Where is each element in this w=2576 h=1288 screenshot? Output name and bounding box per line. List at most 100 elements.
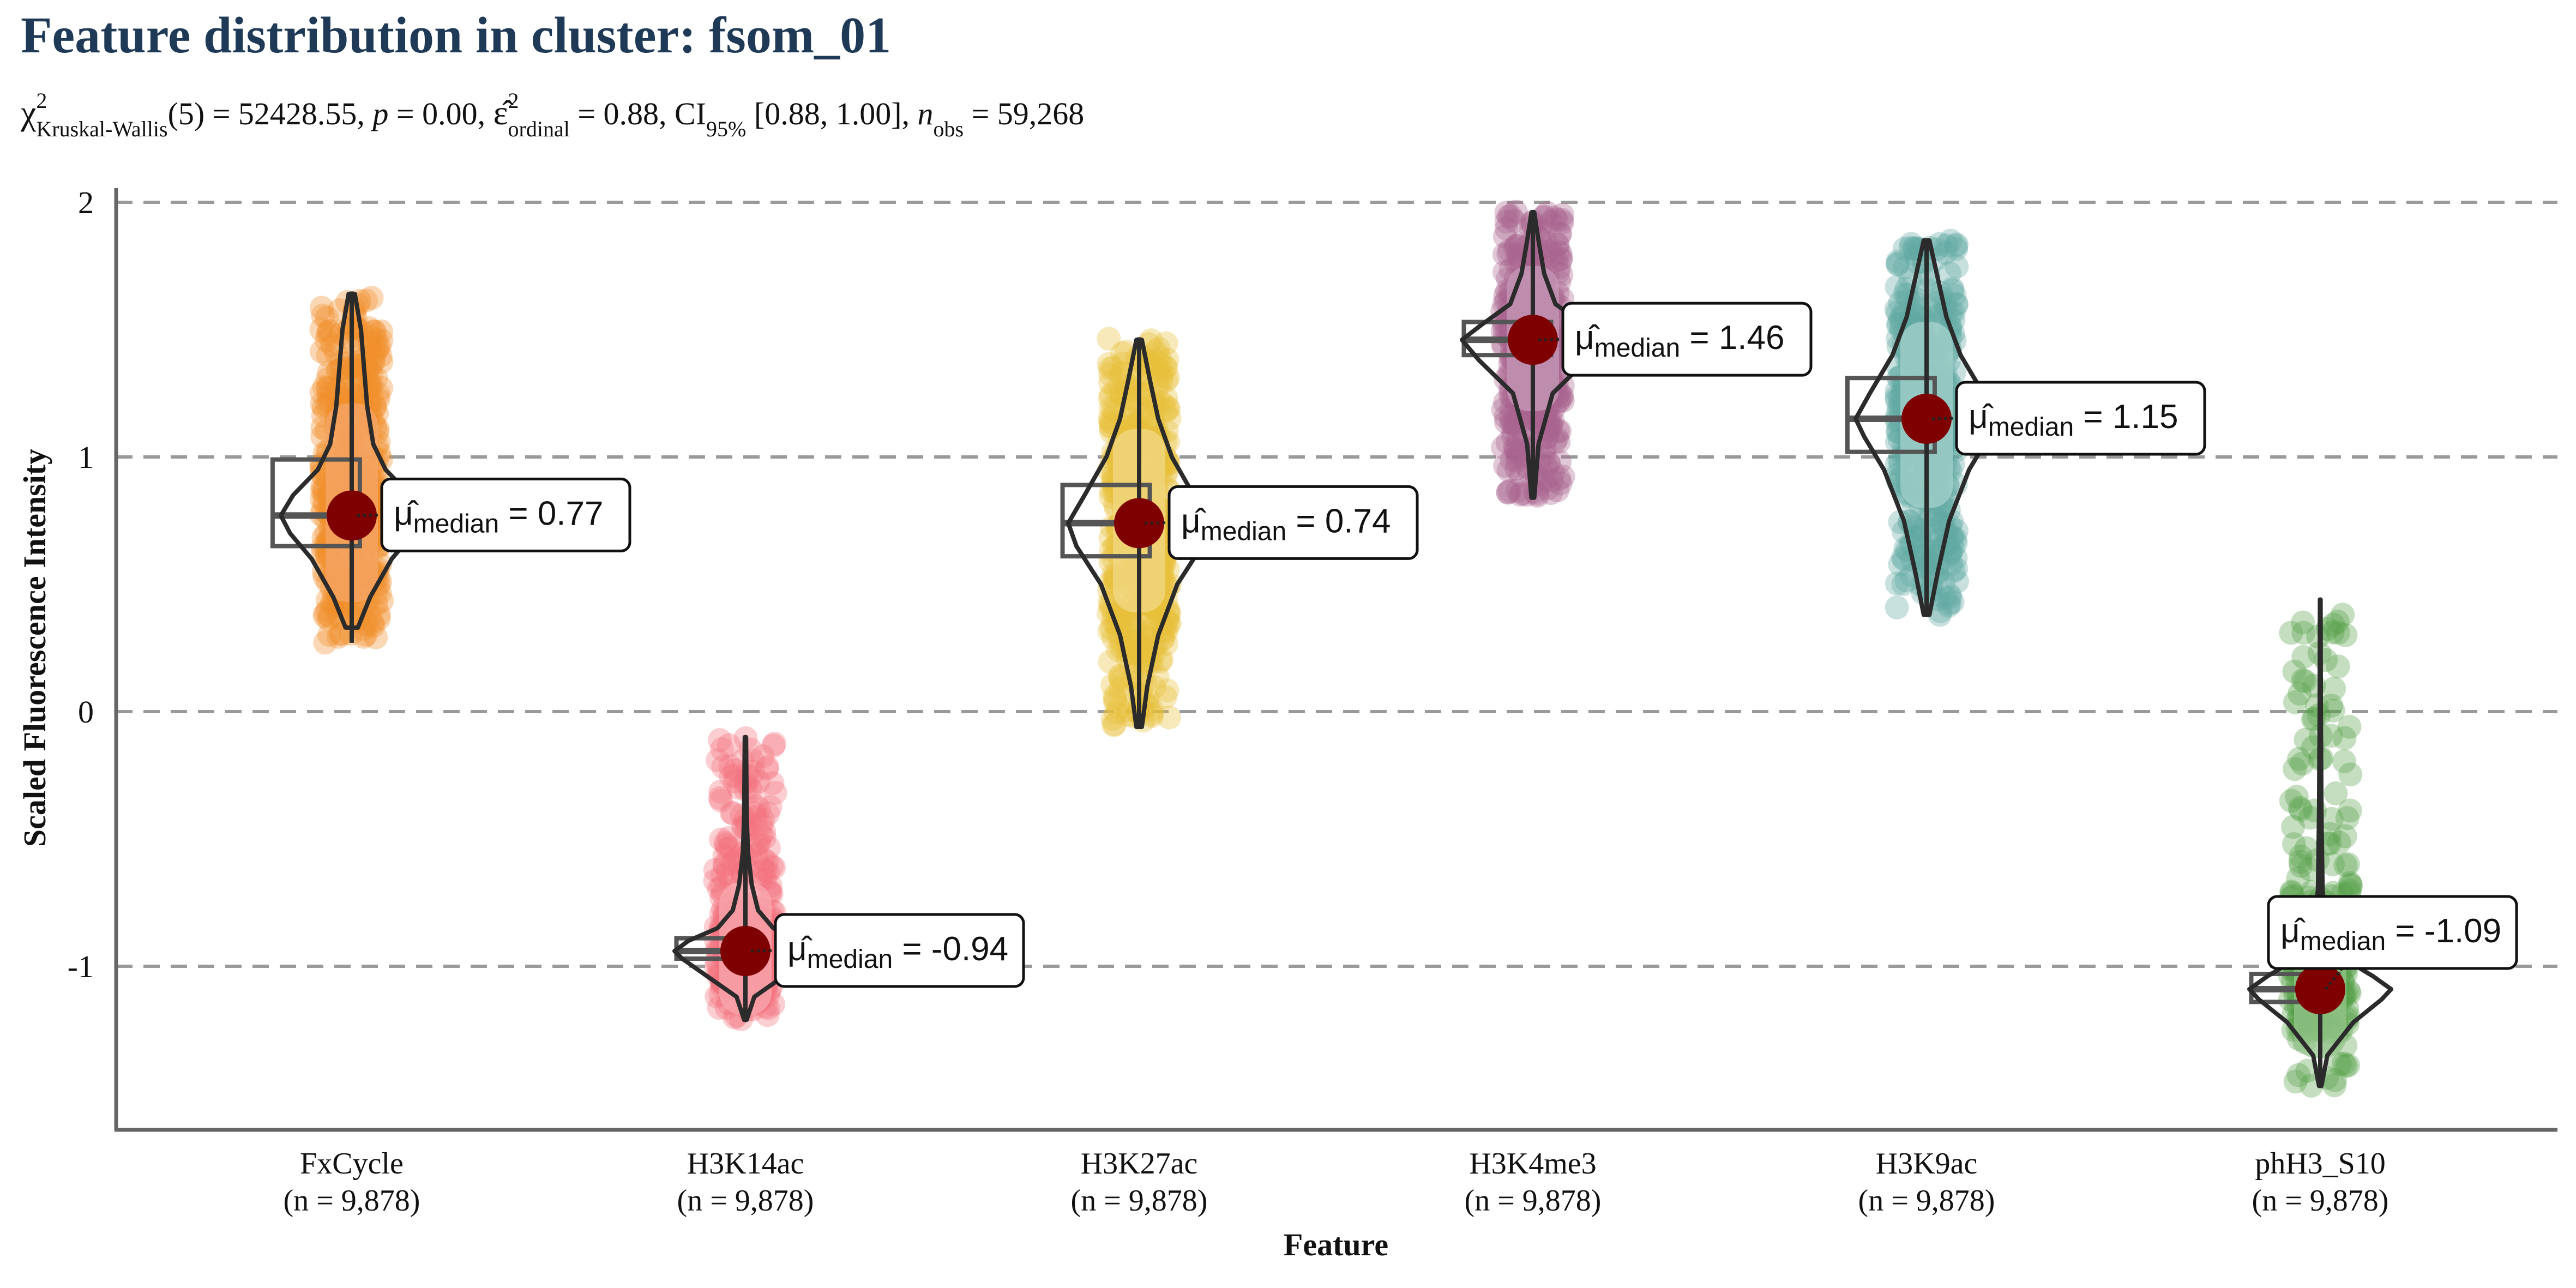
data-point [1934,233,1959,258]
data-point [1146,336,1171,361]
data-point [368,344,393,368]
median-marker-H3K14ac [720,925,771,976]
data-point [1938,585,1963,610]
data-point [1504,233,1528,258]
data-point [1536,476,1560,501]
data-point [2283,1069,2308,1094]
data-point [312,604,337,628]
data-point [756,859,780,884]
data-point [1540,460,1565,485]
data-point [2336,1053,2361,1078]
median-connector-H3K9ac [1931,417,1957,420]
data-point [719,765,743,789]
data-point [1492,224,1517,249]
median-eq: = 1.15 [2074,398,2178,436]
violin-phH3_S10 [2247,597,2393,1088]
data-point [1885,300,1910,325]
data-point [354,288,378,313]
data-point [1940,278,1965,303]
data-point [710,737,735,761]
median-label-box-H3K14ac [774,913,1025,988]
data-point [1517,233,1542,257]
y-tick-label-3: -1 [68,949,94,984]
data-point [1497,238,1522,263]
data-point [360,350,385,375]
data-point [1543,429,1567,454]
median-sub: median [2300,927,2386,956]
data-point [2327,830,2351,855]
data-point [2282,832,2306,857]
data-point [1154,369,1179,393]
data-point [749,812,774,836]
data-point [1102,713,1126,737]
data-point [366,602,391,627]
data-point [714,833,738,857]
y-tick-labels: 2 1 0 -1 [68,185,94,984]
median-marker-H3K9ac [1901,393,1952,444]
x-tick-n-FxCycle: (n = 9,878) [284,1184,420,1218]
data-point [1098,649,1122,674]
data-point [1496,204,1521,229]
data-point [364,366,388,390]
data-point [1103,687,1127,712]
data-point [1532,204,1556,228]
data-point [1154,355,1178,380]
x-tick-label-H3K14ac: H3K14ac [687,1147,804,1181]
data-point [2294,727,2318,752]
data-point [1494,216,1519,241]
median-eq: = -0.94 [893,930,1008,968]
median-connector-H3K14ac [750,949,776,953]
data-point [1495,430,1520,455]
median-label-box-H3K27ac [1167,485,1419,560]
data-point [1546,239,1571,264]
data-point [1497,479,1522,503]
data-point [1941,537,1965,561]
data-point [1157,406,1182,431]
data-point [316,607,341,632]
data-point [2338,762,2363,787]
data-point [1110,341,1135,365]
data-point [1540,243,1565,267]
data-point [352,624,376,649]
data-point [366,382,391,407]
data-point [1144,350,1169,374]
data-point [1506,444,1530,468]
data-point [752,819,777,844]
data-point [364,339,388,363]
data-point [2289,798,2313,822]
data-point [2292,669,2317,694]
data-point [1884,297,1909,322]
data-point [1496,458,1521,483]
data-point [317,360,341,385]
data-point [318,604,342,629]
data-point [751,857,776,882]
data-point [1504,440,1528,465]
data-point [1135,694,1160,718]
data-point [314,328,339,353]
data-point [1899,232,1923,256]
data-point [359,286,384,310]
data-point [762,856,786,880]
data-point [1097,352,1121,376]
data-point [1945,569,1969,594]
data-point [315,598,340,623]
data-point [2338,871,2362,895]
data-point [1544,207,1569,232]
data-point [1500,423,1525,448]
median-connector-H3K27ac [1144,521,1170,525]
data-point [1155,678,1179,703]
data-point [1147,345,1172,370]
x-tick-label-H3K4me3: H3K4me3 [1469,1147,1596,1181]
data-point [2281,815,2306,839]
data-point [2338,798,2362,823]
median-sub: median [1201,517,1286,546]
median-eq: = -1.09 [2386,912,2501,950]
data-point [2290,751,2314,776]
data-point [1537,451,1561,476]
data-point [1100,707,1125,731]
median-label-H3K4me3: μ̂median = 1.46 [1575,319,1785,363]
data-point [330,356,354,381]
data-point [1892,237,1917,261]
median-labels: μ̂median = 0.77 μ̂median = -0.94 μ̂median … [357,302,2518,990]
data-point [309,296,334,320]
